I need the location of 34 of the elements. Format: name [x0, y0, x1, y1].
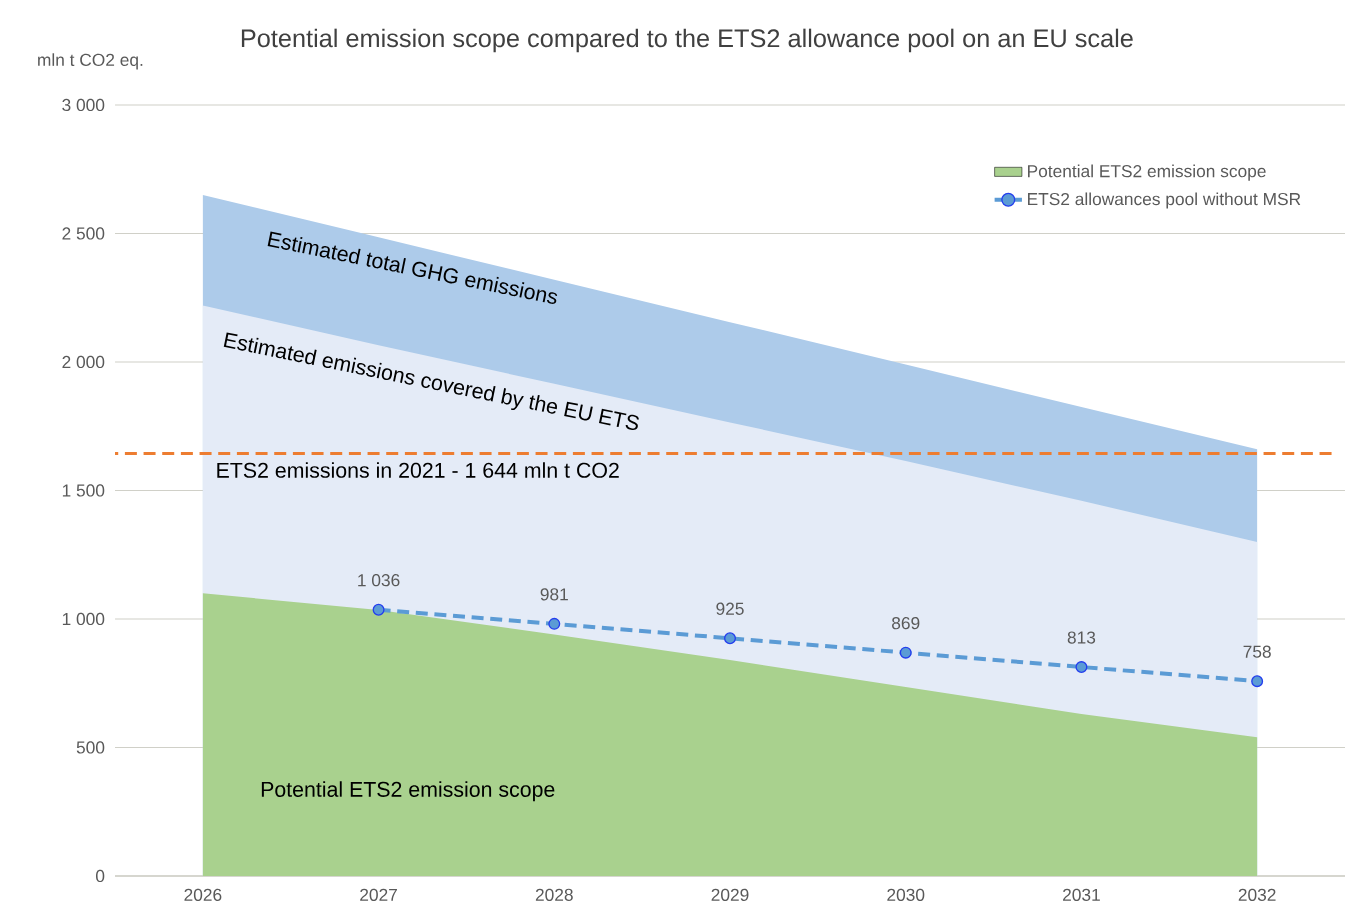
y-tick-label: 3 000 — [62, 98, 105, 112]
y-tick-label: 500 — [76, 741, 105, 754]
ref-line-label: ETS2 emissions in 2021 - 1 644 mln t CO2 — [217, 462, 619, 478]
x-tick-label: 2031 — [1063, 888, 1100, 901]
legend-label: ETS2 allowances pool without MSR — [1028, 192, 1301, 209]
data-label: 1 036 — [358, 574, 400, 587]
x-tick-label: 2029 — [711, 888, 749, 901]
point — [1075, 661, 1088, 674]
annotation: Estimated emissions covered by the EU ETS — [223, 332, 639, 431]
y-tick-label: 2 000 — [62, 355, 105, 369]
data-label: 925 — [716, 602, 744, 615]
y-tick-label: 1 500 — [62, 484, 105, 497]
point — [548, 617, 561, 630]
y-tick-label: 0 — [95, 869, 105, 883]
y-tick-label: 2 500 — [62, 227, 105, 240]
y-tick-label: 1 000 — [62, 612, 105, 626]
point — [724, 632, 737, 645]
annotation: Estimated total GHG emissions — [267, 231, 558, 304]
chart-title: Potential emission scope compared to the ETS2 allowance pool on an EU scale — [241, 28, 1133, 53]
x-tick-label: 2027 — [360, 888, 397, 901]
annotation: Potential ETS2 emission scope — [261, 781, 555, 802]
data-label: 813 — [1067, 631, 1096, 644]
data-label: 758 — [1243, 645, 1271, 658]
point — [1251, 675, 1264, 688]
x-tick-label: 2026 — [184, 888, 222, 901]
legend-label: Potential ETS2 emission scope — [1028, 164, 1266, 181]
data-label: 981 — [540, 588, 568, 601]
x-tick-label: 2028 — [535, 888, 573, 901]
x-tick-label: 2032 — [1238, 888, 1276, 901]
x-tick-label: 2030 — [887, 888, 925, 901]
y-axis-title: mln t CO2 eq. — [38, 53, 143, 70]
point — [899, 646, 912, 659]
point — [372, 603, 385, 616]
data-label: 869 — [892, 617, 920, 630]
